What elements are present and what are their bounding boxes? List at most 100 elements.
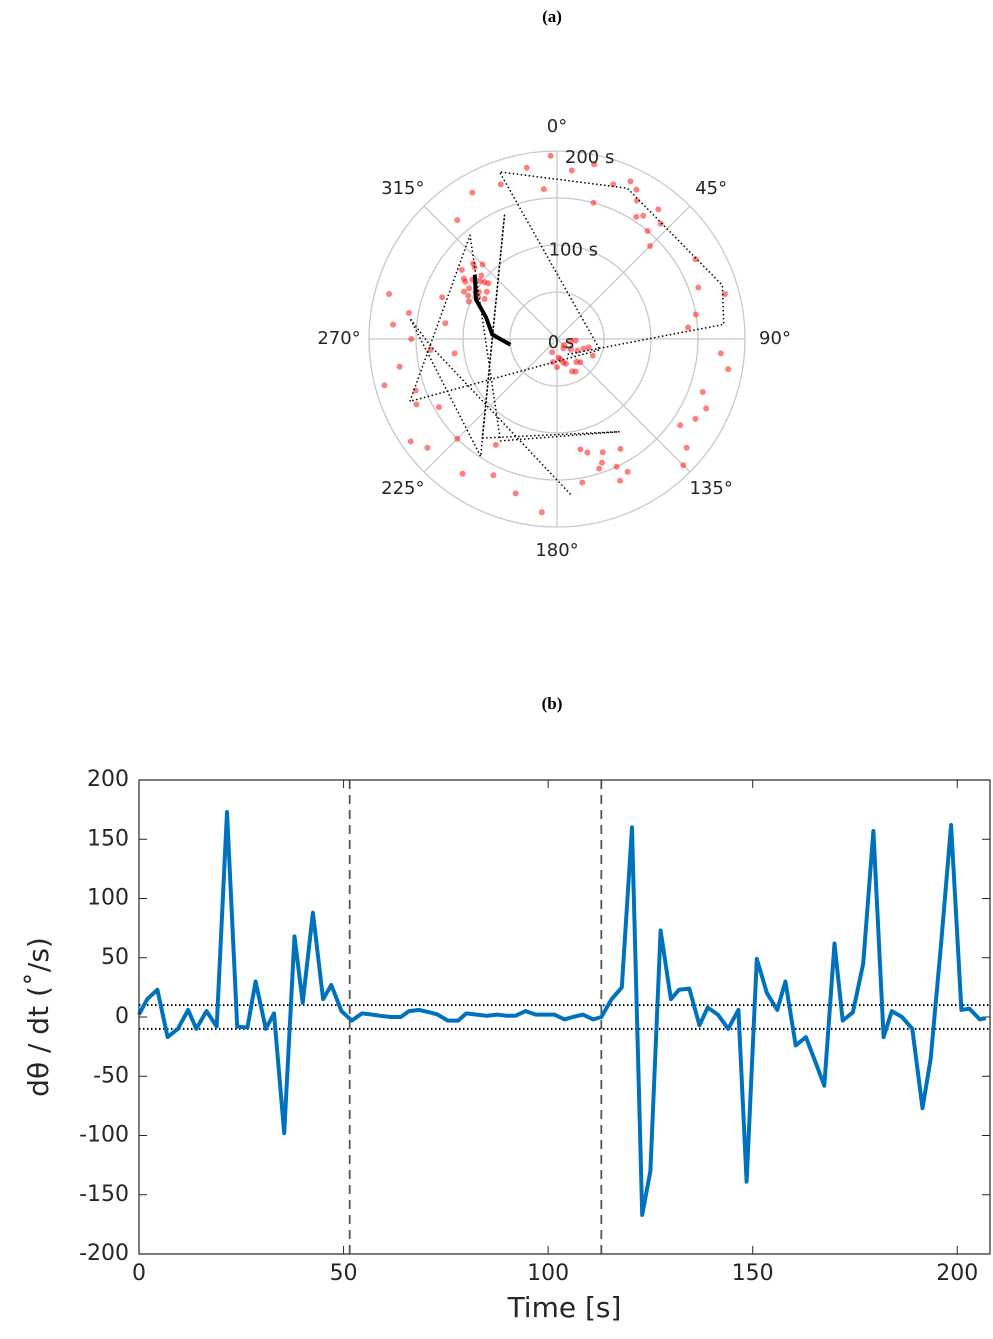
scatter-point [655, 206, 662, 213]
theta-tick-label: 0° [547, 116, 567, 137]
scatter-point [476, 277, 483, 284]
y-tick-label: -100 [79, 1123, 129, 1148]
scatter-point [465, 292, 472, 299]
y-tick-label: 50 [101, 945, 129, 970]
scatter-point [591, 161, 598, 168]
scatter-point [479, 261, 486, 268]
y-tick-label: 200 [87, 767, 129, 792]
x-tick-label: 200 [936, 1261, 978, 1286]
scatter-point [617, 477, 624, 484]
scatter-point [461, 288, 468, 295]
scatter-point [523, 164, 530, 171]
plot-area [139, 780, 990, 1254]
scatter-point [717, 350, 724, 357]
scatter-point [699, 389, 706, 396]
grid-spoke [556, 205, 691, 340]
scatter-point [560, 345, 567, 352]
theta-tick-label: 90° [759, 328, 791, 349]
scatter-point [492, 441, 499, 448]
scatter-point [680, 462, 687, 469]
scatter-point [549, 349, 556, 356]
scatter-point [599, 459, 606, 466]
scatter-point [435, 404, 442, 411]
y-tick-label: -50 [93, 1063, 129, 1088]
theta-tick-label: 180° [535, 540, 578, 561]
scatter-point [692, 256, 699, 263]
scatter-point [481, 295, 488, 302]
grid-spoke [423, 338, 558, 473]
scatter-point [657, 220, 664, 227]
scatter-point [459, 470, 466, 477]
scatter-point [683, 444, 690, 451]
scatter-point [589, 352, 596, 359]
data-line [137, 810, 987, 1217]
scatter-point [466, 285, 473, 292]
scatter-point [627, 178, 634, 185]
scatter-point [633, 213, 640, 220]
x-tick-label: 50 [330, 1261, 358, 1286]
trajectory [472, 274, 512, 347]
scatter-point [703, 405, 710, 412]
theta-tick-label: 135° [689, 478, 732, 499]
scatter-point [454, 435, 461, 442]
axes-box [138, 779, 991, 1255]
theta-tick-label: 45° [695, 178, 727, 199]
scatter-point [460, 275, 467, 282]
y-tick-label: 150 [87, 826, 129, 851]
scatter-point [442, 320, 449, 327]
scatter-point [567, 345, 574, 352]
scatter-point [590, 199, 597, 206]
scatter-point [547, 152, 554, 159]
scatter-point [633, 197, 640, 204]
y-tick-label: 0 [115, 1004, 129, 1029]
scatter-point [381, 382, 388, 389]
scatter-point [490, 472, 497, 479]
x-tick-label: 100 [527, 1261, 569, 1286]
scatter-point [692, 311, 699, 318]
scatter-point [407, 438, 414, 445]
scatter-point [585, 344, 592, 351]
x-axis-label: Time [s] [507, 1291, 622, 1324]
scatter-point [497, 181, 504, 188]
scatter-point [386, 290, 393, 297]
y-tick-label: -150 [79, 1182, 129, 1207]
scatter-point [579, 479, 586, 486]
scatter-point [560, 359, 567, 366]
scatter-point [554, 364, 560, 371]
scatter-point [647, 242, 654, 249]
y-axis-label: dθ / dt (˚/s) [22, 937, 55, 1097]
scatter-point [725, 366, 732, 373]
scatter-point [695, 284, 702, 291]
scatter-point [569, 368, 576, 375]
r-tick-label: 200 s [565, 147, 614, 168]
trajectory [409, 171, 725, 495]
scatter-point [610, 181, 617, 188]
scatter-point [573, 359, 580, 366]
scatter-point [412, 387, 419, 394]
scatter-point [451, 350, 458, 357]
r-tick-label: 0 s [548, 332, 575, 353]
r-tick-label: 100 s [549, 239, 598, 260]
theta-tick-label: 225° [381, 478, 424, 499]
scatter-point [439, 294, 446, 301]
scatter-point [617, 445, 624, 452]
scatter-point [512, 490, 519, 497]
scatter-point [677, 422, 684, 429]
scatter-point [633, 186, 640, 193]
scatter-point [572, 337, 579, 344]
scatter-point [424, 444, 431, 451]
scatter-point [692, 415, 699, 422]
scatter-point [549, 359, 556, 366]
scatter-point [540, 186, 547, 193]
grid-spoke [423, 205, 558, 340]
scatter-point [721, 290, 728, 297]
theta-tick-label: 270° [317, 328, 360, 349]
chart-title: (b) [542, 694, 563, 713]
scatter-point [483, 288, 490, 295]
scatter-point [584, 449, 591, 456]
scatter-point [405, 309, 412, 316]
x-tick-label: 150 [732, 1261, 774, 1286]
scatter-point [458, 266, 465, 273]
scatter-point [413, 401, 420, 408]
